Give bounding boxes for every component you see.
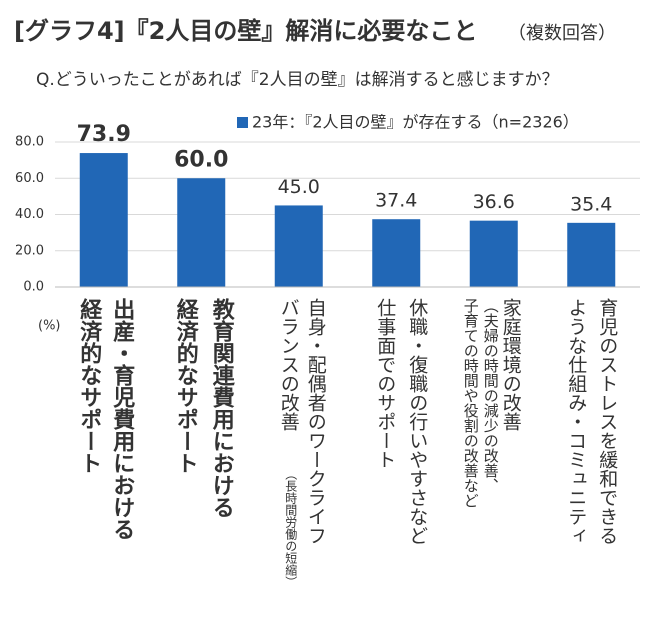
x-tick-label: 出産・育児費用における — [109, 298, 136, 540]
x-tick-label: 仕事面でのサポート — [374, 298, 396, 469]
chart-subtitle: （複数回答） — [508, 23, 616, 44]
x-tick-label: バランスの改善 — [278, 298, 300, 431]
x-tick-label: 自身・配偶者のワークライフ — [305, 298, 327, 545]
data-label: 35.4 — [570, 193, 612, 215]
chart-title: [グラフ4]『2人目の壁』解消に必要なこと — [14, 17, 477, 45]
y-tick-label: 40.0 — [15, 207, 44, 222]
x-tick-label: 家庭環境の改善 — [500, 298, 522, 431]
bar — [372, 219, 421, 287]
x-tick-label: 経済的なサポート — [76, 297, 102, 474]
x-tick-label: 教育関連費用における — [209, 297, 235, 518]
legend-swatch — [237, 117, 248, 128]
legend-label: 23年：『2人目の壁』が存在する（n=2326） — [252, 113, 579, 132]
x-tick-label: （夫婦の時間の減少の改善、 — [482, 298, 500, 493]
x-tick-label: 休職・復職の行いやすさなど — [406, 298, 428, 545]
data-label: 37.4 — [375, 190, 417, 212]
unit-label: (%) — [38, 319, 61, 334]
data-label: 45.0 — [278, 176, 320, 198]
bar — [469, 220, 518, 287]
bar — [567, 222, 616, 287]
x-tick-label: ような仕組み・コミュニティ — [565, 298, 587, 545]
data-label: 60.0 — [174, 147, 228, 172]
question: Q.どういったことがあれば『2人目の壁』は解消すると感じますか？ — [36, 70, 559, 90]
y-tick-label: 60.0 — [15, 171, 44, 186]
x-tick-label: 経済的なサポート — [173, 297, 199, 474]
data-label: 73.9 — [77, 122, 131, 147]
data-label: 36.6 — [473, 191, 515, 213]
bar — [177, 178, 226, 287]
x-tick-label: 育児のストレスを緩和できる — [596, 298, 618, 545]
y-tick-label: 80.0 — [15, 135, 44, 150]
bar — [79, 153, 128, 287]
y-tick-label: 0.0 — [23, 280, 44, 295]
x-tick-label: （長時間労働の短縮） — [284, 468, 298, 588]
y-tick-label: 20.0 — [15, 243, 44, 258]
bar — [274, 205, 323, 287]
x-tick-label: 子育ての時間や役割の改善など — [462, 298, 480, 508]
